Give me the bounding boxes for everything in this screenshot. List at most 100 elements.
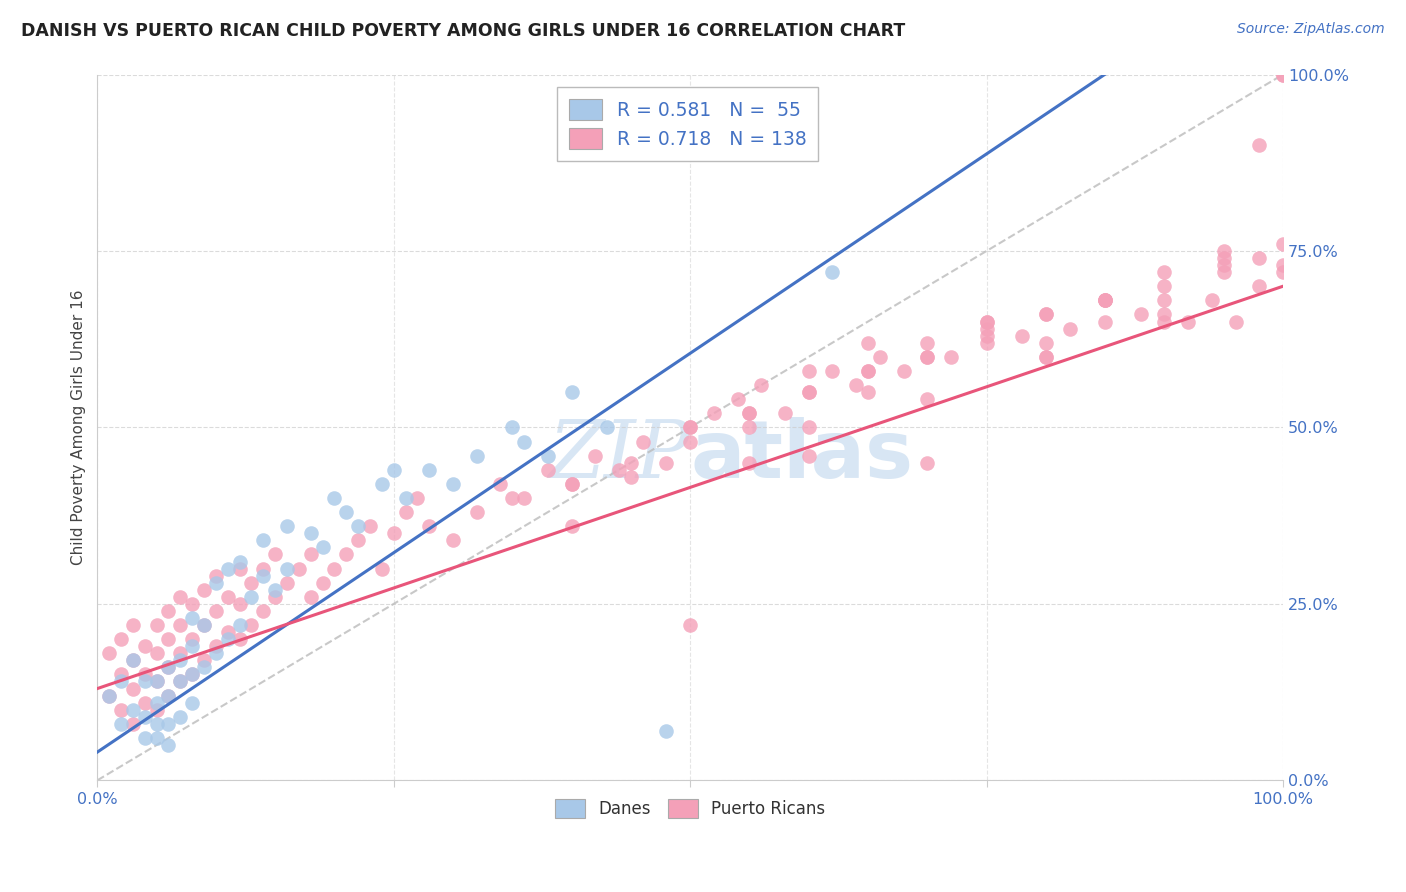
Point [856,364,879,378]
Point [821,265,844,279]
Point [1153,265,1175,279]
Point [773,406,796,420]
Point [679,420,702,434]
Point [122,681,145,696]
Point [1212,265,1234,279]
Point [122,703,145,717]
Point [821,364,844,378]
Point [145,674,167,689]
Point [335,505,357,519]
Point [583,449,606,463]
Point [347,519,370,533]
Point [1011,328,1033,343]
Point [1153,279,1175,293]
Point [856,385,879,400]
Legend: Danes, Puerto Ricans: Danes, Puerto Ricans [548,792,832,825]
Point [655,456,678,470]
Point [418,463,440,477]
Point [169,590,191,604]
Point [620,456,643,470]
Point [1271,68,1294,82]
Point [703,406,725,420]
Point [98,689,121,703]
Point [620,470,643,484]
Point [299,548,322,562]
Point [1249,251,1271,265]
Point [288,561,311,575]
Point [205,575,228,590]
Point [917,456,939,470]
Point [335,548,357,562]
Point [917,350,939,364]
Point [205,604,228,618]
Point [122,653,145,667]
Point [134,639,156,653]
Point [276,575,298,590]
Point [917,335,939,350]
Point [134,667,156,681]
Point [394,491,416,505]
Point [157,716,180,731]
Point [1059,321,1081,335]
Point [441,476,464,491]
Point [441,533,464,548]
Point [465,505,488,519]
Point [145,703,167,717]
Point [240,575,263,590]
Point [1035,308,1057,322]
Point [394,505,416,519]
Point [1094,293,1116,308]
Point [631,434,654,449]
Point [561,476,583,491]
Point [406,491,429,505]
Point [1129,308,1152,322]
Point [727,392,749,407]
Point [917,350,939,364]
Point [181,639,204,653]
Point [1153,293,1175,308]
Point [976,314,998,328]
Point [181,611,204,625]
Point [561,385,583,400]
Point [276,561,298,575]
Point [679,434,702,449]
Point [169,674,191,689]
Point [145,646,167,660]
Point [797,385,820,400]
Point [1177,314,1199,328]
Point [157,689,180,703]
Point [607,463,630,477]
Point [1035,335,1057,350]
Point [382,463,405,477]
Point [893,364,915,378]
Point [489,476,512,491]
Point [513,491,536,505]
Point [145,674,167,689]
Point [1249,279,1271,293]
Point [228,554,250,568]
Point [976,328,998,343]
Point [1271,68,1294,82]
Point [561,519,583,533]
Point [145,696,167,710]
Point [347,533,370,548]
Text: DANISH VS PUERTO RICAN CHILD POVERTY AMONG GIRLS UNDER 16 CORRELATION CHART: DANISH VS PUERTO RICAN CHILD POVERTY AMO… [21,22,905,40]
Point [1035,350,1057,364]
Point [110,716,132,731]
Point [1212,258,1234,272]
Point [169,618,191,632]
Point [311,541,333,555]
Point [134,731,156,745]
Point [738,420,761,434]
Point [299,526,322,541]
Point [501,420,523,434]
Point [228,618,250,632]
Point [976,321,998,335]
Point [371,561,394,575]
Point [513,434,536,449]
Point [465,449,488,463]
Point [217,625,239,640]
Point [134,696,156,710]
Point [228,561,250,575]
Point [738,406,761,420]
